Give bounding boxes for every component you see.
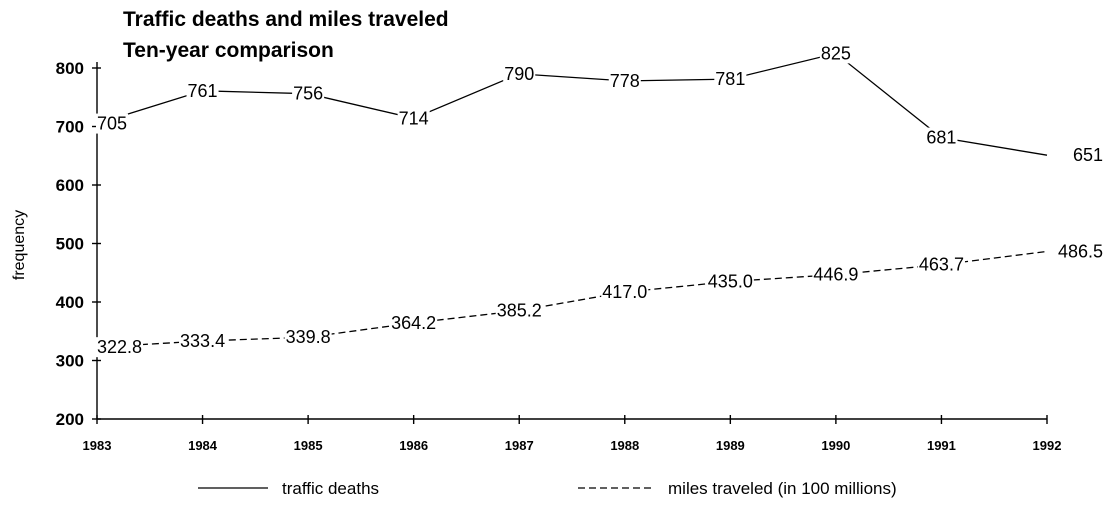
x-tick-label: 1983 <box>83 438 112 453</box>
data-label-background <box>292 83 325 104</box>
series-line <box>96 250 1048 348</box>
data-label-background <box>917 254 965 275</box>
data-label: 651 <box>1073 145 1103 165</box>
data-label-background <box>714 69 747 90</box>
chart-title: Traffic deaths and miles traveled <box>123 8 449 31</box>
series-traffic-deaths: 705 761 756 714 790 778 781 825 681 651 <box>96 43 1104 166</box>
data-label-background <box>1056 241 1104 262</box>
data-label-background <box>186 80 219 101</box>
y-tick-label: 300 <box>56 352 84 371</box>
y-tick-label: 200 <box>56 410 84 429</box>
series-line <box>96 52 1048 156</box>
x-tick-label: 1987 <box>505 438 534 453</box>
data-label-background <box>179 330 227 351</box>
data-label: 385.2 <box>497 301 542 321</box>
data-label-background <box>819 43 852 64</box>
data-label-background <box>284 327 332 348</box>
data-label-background <box>495 300 543 321</box>
x-tick-label: 1992 <box>1033 438 1062 453</box>
data-label-background <box>96 337 144 358</box>
data-label: 778 <box>610 71 640 91</box>
data-label: 322.8 <box>97 337 142 357</box>
legend-label: traffic deaths <box>282 479 379 498</box>
data-label-background <box>503 63 536 84</box>
data-label-background <box>706 271 754 292</box>
y-axis-label: frequency <box>11 210 28 280</box>
y-tick-label: 700 <box>56 118 84 137</box>
legend-label: miles traveled (in 100 millions) <box>668 479 897 498</box>
data-label-background <box>608 70 641 91</box>
chart-subtitle: Ten-year comparison <box>123 39 334 62</box>
data-label: 417.0 <box>602 282 647 302</box>
data-label-background <box>812 264 860 285</box>
data-label: 681 <box>926 128 956 148</box>
data-label: 756 <box>293 84 323 104</box>
data-label: 705 <box>97 114 127 134</box>
data-label: 339.8 <box>286 327 331 347</box>
y-tick-label: 500 <box>56 235 84 254</box>
data-label: 446.9 <box>813 265 858 285</box>
legend: traffic deaths miles traveled (in 100 mil… <box>198 479 897 498</box>
data-label-background <box>1071 145 1104 166</box>
data-label-background <box>601 282 649 303</box>
data-label-background <box>925 127 958 148</box>
data-label-background <box>390 312 438 333</box>
axes: 200 300 400 500 600 700 800 1983 1984 1985 1986 198… <box>56 59 1062 453</box>
data-label: 486.5 <box>1058 241 1103 261</box>
data-label: 435.0 <box>708 272 753 292</box>
data-label: 364.2 <box>391 313 436 333</box>
data-label-background <box>397 108 430 129</box>
series-layer: 705 761 756 714 790 778 781 825 681 651 322.8 333.4… <box>96 43 1104 358</box>
y-tick-label: 400 <box>56 293 84 312</box>
x-tick-label: 1984 <box>188 438 218 453</box>
data-label: 463.7 <box>919 255 964 275</box>
x-tick-label: 1991 <box>927 438 956 453</box>
data-label-background <box>96 113 129 134</box>
data-label: 333.4 <box>180 331 225 351</box>
y-tick-label: 600 <box>56 176 84 195</box>
data-label: 761 <box>188 81 218 101</box>
data-label: 825 <box>821 43 851 63</box>
data-label: 781 <box>715 69 745 89</box>
data-label: 790 <box>504 64 534 84</box>
x-tick-label: 1985 <box>294 438 323 453</box>
x-tick-label: 1986 <box>399 438 428 453</box>
series-miles-traveled: 322.8 333.4 339.8 364.2 385.2 417.0 435.0 446.9… <box>96 241 1104 358</box>
x-tick-label: 1989 <box>716 438 745 453</box>
x-tick-label: 1988 <box>610 438 639 453</box>
data-label: 714 <box>399 108 429 128</box>
x-tick-label: 1990 <box>821 438 850 453</box>
y-tick-label: 800 <box>56 59 84 78</box>
